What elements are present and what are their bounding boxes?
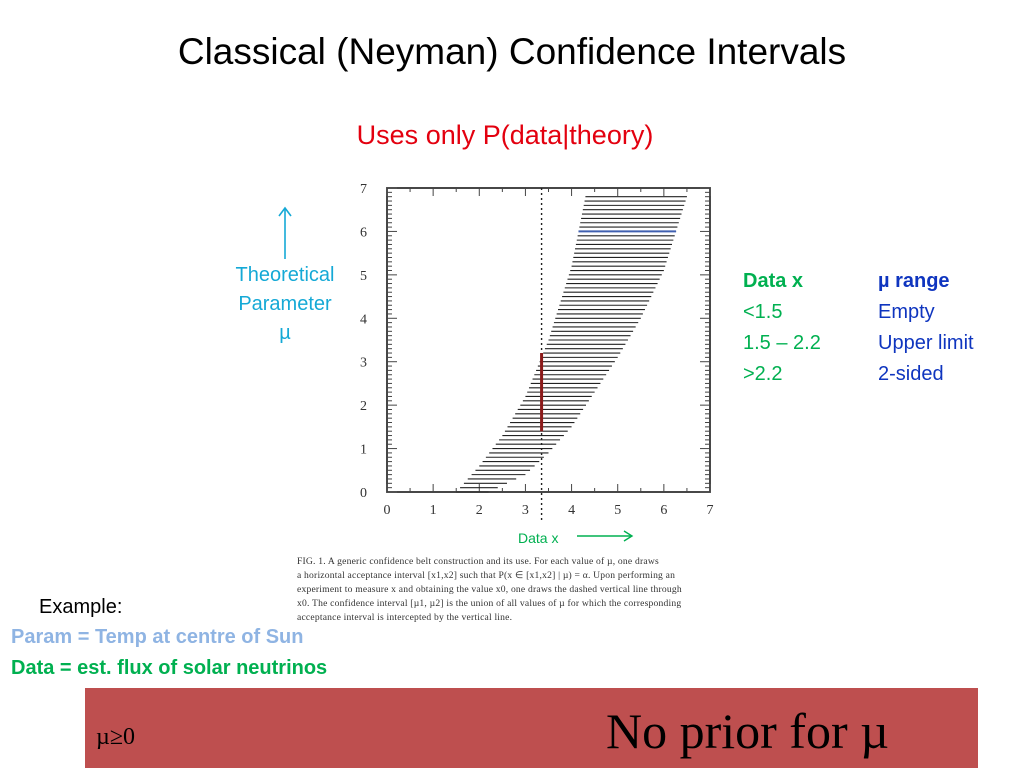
y-tick-label: 7 [360, 182, 367, 197]
table-cell-mu-range: Empty [878, 301, 935, 323]
y-tick-label: 1 [360, 443, 367, 458]
x-tick-label: 2 [476, 503, 483, 518]
table-cell-mu-range: Upper limit [878, 332, 974, 354]
figure-caption: FIG. 1. A generic confidence belt constr… [297, 555, 791, 625]
table-header-row: Data x µ range [743, 266, 1018, 297]
bottom-banner [85, 688, 978, 768]
example-param: Param = Temp at centre of Sun [11, 626, 304, 648]
example-label: Example: [39, 596, 123, 618]
table-cell-mu-range: 2-sided [878, 363, 944, 385]
y-tick-label: 5 [360, 269, 367, 284]
table-row: >2.2 2-sided [743, 359, 1018, 390]
table-cell-data-x: 1.5 – 2.2 [743, 332, 821, 354]
slide-subtitle: Uses only P(data|theory) [356, 120, 654, 150]
confidence-belt-plot: 0 1 2 3 4 5 6 7 0 1 2 3 4 5 6 7 [360, 182, 714, 520]
table-header-mu-range: µ range [878, 270, 950, 292]
x-tick-label: 6 [660, 503, 667, 518]
mu-range-table: Data x µ range <1.5 Empty 1.5 – 2.2 Uppe… [743, 266, 1018, 390]
example-data: Data = est. flux of solar neutrinos [11, 657, 328, 679]
caption-line: x0. The confidence interval [µ1, µ2] is … [297, 598, 682, 609]
y-tick-label: 0 [360, 486, 367, 501]
x-tick-label: 3 [522, 503, 529, 518]
x-tick-label: 5 [614, 503, 621, 518]
y-axis-label-line1: Theoretical [235, 264, 335, 286]
x-tick-label: 4 [568, 503, 575, 518]
caption-line: experiment to measure x and obtaining th… [297, 584, 682, 595]
up-arrow-icon [278, 206, 292, 259]
y-tick-label: 3 [360, 356, 367, 371]
caption-line: acceptance interval is intercepted by th… [297, 612, 513, 623]
banner-mu-constraint: µ≥0 [96, 724, 135, 750]
y-tick-label: 6 [360, 225, 367, 240]
x-tick-label: 7 [707, 503, 714, 518]
caption-line: FIG. 1. A generic confidence belt constr… [297, 556, 659, 567]
confidence-belt-figure: 0 1 2 3 4 5 6 7 0 1 2 3 4 5 6 7 [360, 182, 714, 520]
banner-no-prior: No prior for µ [606, 703, 889, 759]
table-row: 1.5 – 2.2 Upper limit [743, 328, 1018, 359]
y-axis-label-line2: Parameter [238, 293, 332, 315]
table-cell-data-x: <1.5 [743, 301, 783, 323]
table-cell-data-x: >2.2 [743, 363, 783, 385]
y-tick-label: 2 [360, 399, 367, 414]
slide-title: Classical (Neyman) Confidence Intervals [177, 31, 847, 72]
y-axis-annotation: Theoretical Parameter µ [215, 205, 355, 348]
caption-line: a horizontal acceptance interval [x1,x2]… [297, 570, 676, 581]
y-axis-label-mu: µ [279, 322, 291, 344]
x-axis-annotation-label: Data x [518, 530, 559, 546]
x-tick-label: 1 [430, 503, 437, 518]
x-tick-label: 0 [384, 503, 391, 518]
table-row: <1.5 Empty [743, 297, 1018, 328]
right-arrow-icon [577, 530, 634, 542]
table-header-data-x: Data x [743, 270, 804, 292]
y-tick-label: 4 [360, 312, 367, 327]
